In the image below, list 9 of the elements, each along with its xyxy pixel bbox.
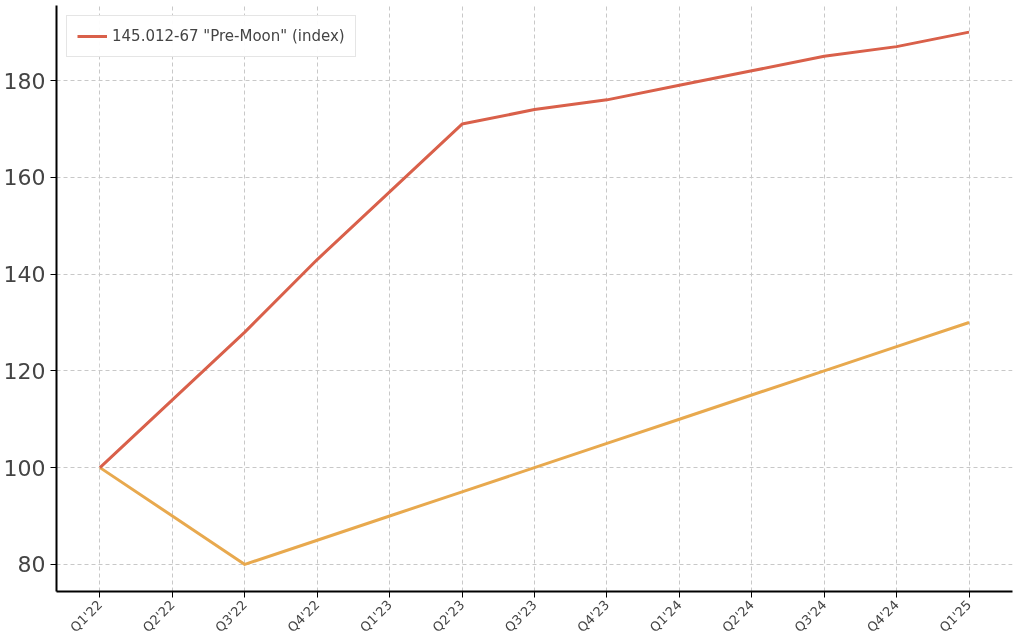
y-tick-label: 120 — [3, 358, 46, 384]
legend-label: 145.012-67 "Pre-Moon" (index) — [112, 27, 345, 45]
y-tick-label: 180 — [3, 68, 46, 94]
line-series — [98, 320, 971, 566]
line-series — [98, 30, 971, 470]
y-tick-label: 140 — [3, 262, 46, 288]
y-tick-label: 80 — [17, 552, 46, 578]
y-tick-label: 100 — [3, 455, 46, 481]
y-tick-label: 160 — [3, 165, 46, 191]
